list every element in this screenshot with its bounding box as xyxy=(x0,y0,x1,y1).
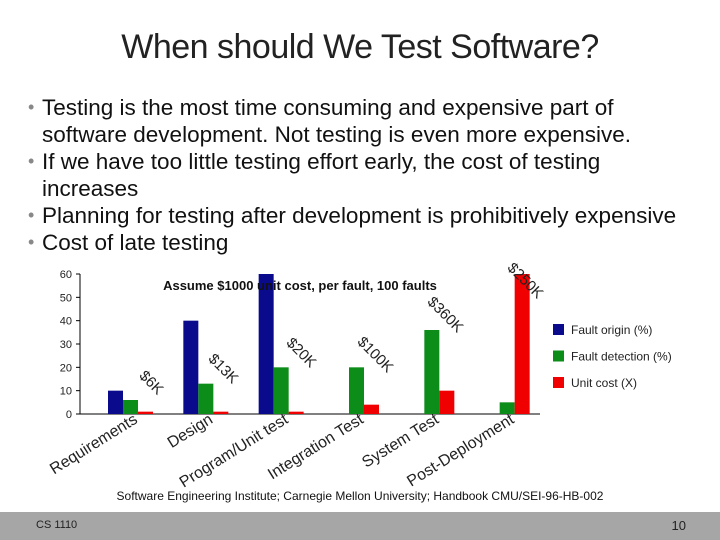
bar xyxy=(138,411,153,414)
x-tick-label: Requirements xyxy=(47,411,140,478)
y-tick-label: 40 xyxy=(60,316,72,328)
cost-annotation: $360K xyxy=(424,293,467,336)
bar xyxy=(108,390,123,414)
y-tick-label: 20 xyxy=(60,362,72,374)
bar xyxy=(288,411,304,414)
y-tick-label: 10 xyxy=(60,386,72,398)
slide-title: When should We Test Software? xyxy=(121,28,599,66)
bar xyxy=(514,274,530,414)
bar xyxy=(424,330,440,414)
y-tick-label: 30 xyxy=(60,339,72,351)
page-number: 10 xyxy=(671,518,686,533)
legend-label: Fault origin (%) xyxy=(571,323,652,337)
legend-swatch xyxy=(553,324,564,335)
x-tick-label: Design xyxy=(165,411,216,452)
footer-bar xyxy=(0,512,720,540)
bar xyxy=(273,367,289,414)
y-tick-label: 0 xyxy=(66,409,72,421)
legend-swatch xyxy=(553,350,564,362)
bar xyxy=(364,404,379,414)
bar xyxy=(198,383,214,414)
chart-note: Assume $1000 unit cost, per fault, 100 f… xyxy=(163,278,437,293)
legend-label: Unit cost (X) xyxy=(571,376,637,390)
bar xyxy=(439,390,455,414)
cost-annotation: $20K xyxy=(283,334,320,371)
bar xyxy=(183,320,199,414)
y-tick-label: 50 xyxy=(60,292,72,304)
bar xyxy=(258,274,274,414)
legend-label: Fault detection (%) xyxy=(571,350,672,364)
y-tick-label: 60 xyxy=(60,269,72,281)
bar xyxy=(123,400,138,414)
cost-annotation: $6K xyxy=(136,367,167,398)
bar xyxy=(499,402,515,414)
legend-swatch xyxy=(553,377,564,388)
cost-annotation: $13K xyxy=(205,350,242,387)
chart-source: Software Engineering Institute; Carnegie… xyxy=(117,489,604,503)
bar xyxy=(349,367,364,414)
footer-text: CS 1110 xyxy=(36,519,78,531)
bar xyxy=(213,411,229,414)
